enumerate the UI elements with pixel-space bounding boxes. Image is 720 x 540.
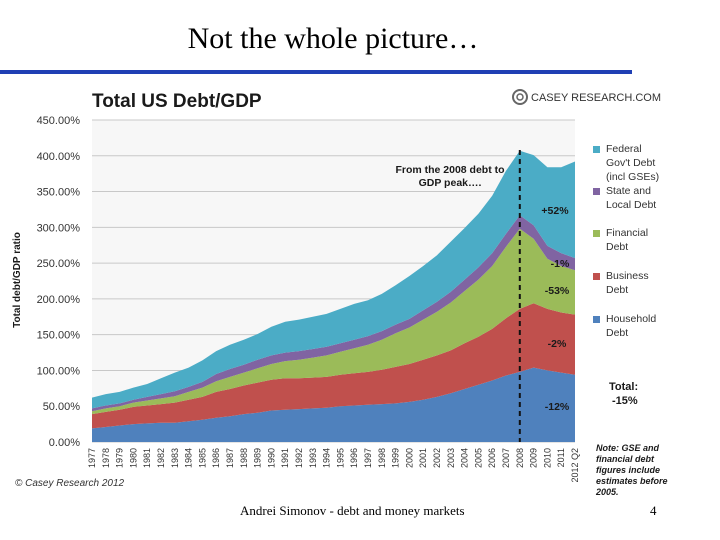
x-tick-label: 1984 (184, 448, 194, 468)
chart-title: Total US Debt/GDP (92, 91, 262, 112)
y-tick-label: 400.00% (37, 151, 81, 163)
y-axis-label: Total debt/GDP ratio (12, 232, 23, 328)
x-tick-label: 1999 (391, 448, 401, 468)
y-axis-ticks: 0.00% 50.00% 100.00% 150.00% 200.00% 250.00% 3… (37, 115, 81, 449)
x-tick-label: 1980 (128, 448, 138, 468)
legend-label-financial-2: Debt (606, 241, 628, 253)
legend-label-federal-1: Federal (606, 143, 642, 155)
debt-gdp-chart: Total US Debt/GDP CASEY RESEARCH.COM Tot… (12, 89, 668, 497)
x-tick-label: 1979 (115, 448, 125, 468)
legend-label-household-1: Household (606, 313, 656, 325)
footer-text: Andrei Simonov - debt and money markets (240, 503, 465, 518)
gse-note-line-1: Note: GSE and (596, 443, 660, 453)
gse-note-line-3: figures include (596, 465, 660, 475)
legend: Federal Gov't Debt (incl GSEs) State and… (593, 143, 659, 339)
x-tick-label: 1982 (156, 448, 166, 468)
peak-note-line-2: GDP peak…. (419, 177, 482, 189)
stacked-areas (92, 150, 575, 442)
series-area-financial-debt (92, 228, 575, 415)
legend-label-federal-3: (incl GSEs) (606, 171, 659, 183)
y-tick-label: 450.00% (37, 115, 81, 127)
x-tick-label: 2009 (529, 448, 539, 468)
series-area-household-debt (92, 367, 575, 442)
gse-note: Note: GSE and financial debt figures inc… (595, 443, 668, 497)
gse-note-line-4: estimates before (596, 476, 668, 486)
x-tick-label: 2003 (446, 448, 456, 468)
peak-note-line-1: From the 2008 debt to (395, 164, 504, 176)
page-number: 4 (650, 503, 657, 518)
x-tick-label: 1994 (322, 448, 332, 468)
total-change: -15% (612, 395, 638, 407)
x-tick-label: 2012 Q2 (570, 448, 580, 483)
casey-logo-text: CASEY RESEARCH.COM (531, 92, 661, 104)
x-tick-label: 1987 (225, 448, 235, 468)
y-tick-label: 50.00% (43, 401, 81, 413)
legend-label-business-1: Business (606, 270, 649, 282)
casey-logo-inner (516, 93, 524, 101)
y-tick-label: 300.00% (37, 222, 81, 234)
series-area-business-debt (92, 303, 575, 429)
financial-change-label: -53% (545, 285, 570, 297)
series-area-federal-gov-t-debt-incl-gses (92, 150, 575, 409)
x-tick-label: 2008 (515, 448, 525, 468)
x-tick-label: 1978 (101, 448, 111, 468)
x-tick-label: 1986 (211, 448, 221, 468)
business-change-label: -2% (548, 338, 567, 350)
total-label: Total: (609, 381, 638, 393)
x-tick-label: 1977 (87, 448, 97, 468)
x-axis-ticks: 1977 1978 1979 1980 1981 1982 1983 1984 1985 1986… (87, 448, 580, 483)
x-tick-label: 1981 (142, 448, 152, 468)
x-tick-label: 1989 (253, 448, 263, 468)
x-tick-label: 1993 (308, 448, 318, 468)
legend-label-state-2: Local Debt (606, 199, 656, 211)
legend-swatch-financial (593, 230, 600, 237)
legend-swatch-federal (593, 146, 600, 153)
gse-note-line-5: 2005. (595, 487, 619, 497)
state-change-label: -1% (551, 258, 570, 270)
x-tick-label: 1997 (363, 448, 373, 468)
x-tick-label: 1995 (335, 448, 345, 468)
x-tick-label: 2010 (542, 448, 552, 468)
x-tick-label: 1985 (197, 448, 207, 468)
legend-label-financial-1: Financial (606, 227, 648, 239)
x-tick-label: 1996 (349, 448, 359, 468)
x-tick-label: 2001 (418, 448, 428, 468)
y-tick-label: 350.00% (37, 187, 81, 199)
x-tick-label: 2004 (460, 448, 470, 468)
y-tick-label: 200.00% (37, 294, 81, 306)
x-tick-label: 1990 (266, 448, 276, 468)
legend-label-state-1: State and (606, 185, 651, 197)
x-tick-label: 1992 (294, 448, 304, 468)
legend-swatch-state (593, 188, 600, 195)
gse-note-line-2: financial debt (596, 454, 655, 464)
x-tick-label: 2006 (487, 448, 497, 468)
y-tick-label: 250.00% (37, 258, 81, 270)
legend-swatch-household (593, 316, 600, 323)
legend-label-household-2: Debt (606, 327, 628, 339)
casey-logo-icon (512, 89, 528, 105)
x-tick-label: 2011 (556, 448, 566, 467)
y-tick-label: 0.00% (49, 437, 80, 449)
legend-label-business-2: Debt (606, 284, 628, 296)
x-tick-label: 2002 (432, 448, 442, 468)
household-change-label: -12% (545, 401, 570, 413)
y-tick-label: 150.00% (37, 330, 81, 342)
slide-title: Not the whole picture… (187, 22, 479, 55)
x-tick-label: 1998 (377, 448, 387, 468)
x-tick-label: 2000 (404, 448, 414, 468)
federal-change-label: +52% (541, 205, 569, 217)
x-tick-label: 2007 (501, 448, 511, 468)
x-tick-label: 1988 (239, 448, 249, 468)
title-rule (0, 70, 632, 74)
x-tick-label: 2005 (473, 448, 483, 468)
casey-logo: CASEY RESEARCH.COM (512, 89, 661, 105)
x-tick-label: 1983 (170, 448, 180, 468)
copyright: © Casey Research 2012 (15, 478, 125, 489)
legend-label-federal-2: Gov't Debt (606, 157, 655, 169)
x-tick-label: 1991 (280, 448, 290, 468)
legend-swatch-business (593, 273, 600, 280)
y-tick-label: 100.00% (37, 365, 81, 377)
